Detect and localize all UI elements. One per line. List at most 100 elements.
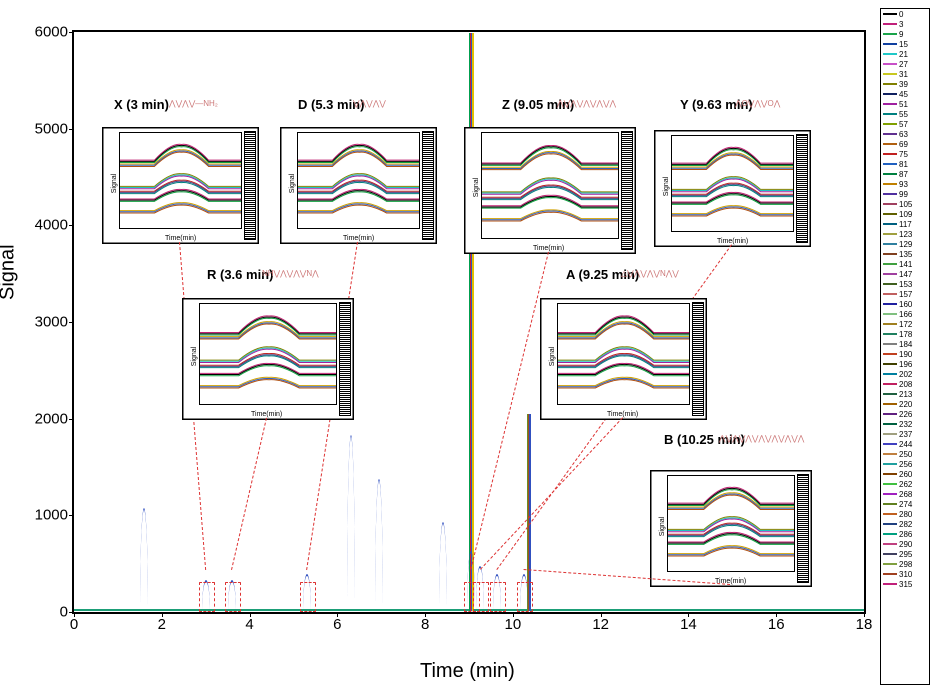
legend-value: 81 [899, 160, 908, 169]
legend-swatch [883, 83, 897, 85]
legend-swatch [883, 363, 897, 365]
baseline-bump [140, 508, 148, 612]
legend-swatch [883, 453, 897, 455]
main-chart: 0100020003000400050006000024681012141618… [72, 30, 866, 614]
baseline-bump [347, 435, 355, 611]
legend-swatch [883, 213, 897, 215]
legend-value: 153 [899, 280, 912, 289]
legend-swatch [883, 133, 897, 135]
legend-value: 310 [899, 570, 912, 579]
legend-swatch [883, 553, 897, 555]
legend-row: 250 [881, 449, 929, 459]
legend-swatch [883, 313, 897, 315]
legend-value: 63 [899, 130, 908, 139]
legend-row: 75 [881, 149, 929, 159]
legend-value: 208 [899, 380, 912, 389]
legend-value: 286 [899, 530, 912, 539]
legend-row: 153 [881, 279, 929, 289]
legend-value: 93 [899, 180, 908, 189]
peak-region-box [199, 582, 215, 612]
legend-row: 315 [881, 579, 929, 589]
molecule-A: △⋁⋀⋁⋀⋁N⋀⋁ [621, 269, 679, 278]
legend-value: 166 [899, 310, 912, 319]
inset-chart-A: SignalTime(min) [540, 298, 707, 420]
legend-row: 99 [881, 189, 929, 199]
legend-row: 0 [881, 9, 929, 19]
legend-row: 166 [881, 309, 929, 319]
legend-value: 295 [899, 550, 912, 559]
legend-swatch [883, 183, 897, 185]
leader-line [231, 418, 267, 570]
legend-swatch [883, 43, 897, 45]
chromatogram-peak [472, 33, 474, 611]
legend-value: 141 [899, 260, 912, 269]
legend-swatch [883, 113, 897, 115]
legend-swatch [883, 503, 897, 505]
legend-value: 31 [899, 70, 908, 79]
legend-row: 69 [881, 139, 929, 149]
legend-swatch [883, 33, 897, 35]
legend-value: 202 [899, 370, 912, 379]
legend-value: 0 [899, 10, 903, 19]
legend-value: 55 [899, 110, 908, 119]
legend-swatch [883, 203, 897, 205]
legend-swatch [883, 103, 897, 105]
legend-value: 69 [899, 140, 908, 149]
leader-line [470, 252, 549, 570]
legend-value: 298 [899, 560, 912, 569]
legend-value: 196 [899, 360, 912, 369]
legend-value: 27 [899, 60, 908, 69]
legend-row: 262 [881, 479, 929, 489]
legend-row: 105 [881, 199, 929, 209]
legend-row: 21 [881, 49, 929, 59]
baseline-bump [439, 522, 447, 611]
legend-value: 260 [899, 470, 912, 479]
legend-value: 274 [899, 500, 912, 509]
baseline-bump [375, 479, 383, 612]
legend-row: 286 [881, 529, 929, 539]
inset-legend-bar [797, 474, 809, 583]
legend-swatch [883, 413, 897, 415]
legend-swatch [883, 523, 897, 525]
legend-value: 226 [899, 410, 912, 419]
legend-swatch [883, 433, 897, 435]
legend-swatch [883, 483, 897, 485]
inset-chart-X: SignalTime(min) [102, 127, 259, 244]
legend-row: 190 [881, 349, 929, 359]
legend-swatch [883, 283, 897, 285]
legend-swatch [883, 13, 897, 15]
legend-row: 109 [881, 209, 929, 219]
legend-value: 45 [899, 90, 908, 99]
legend-swatch [883, 143, 897, 145]
legend-swatch [883, 463, 897, 465]
molecule-R: NH⋁⋀⋁⋀⋁N⋀ [262, 269, 319, 278]
legend-row: 282 [881, 519, 929, 529]
legend-value: 190 [899, 350, 912, 359]
y-axis-label: Signal [0, 244, 20, 300]
legend-row: 232 [881, 419, 929, 429]
legend-row: 172 [881, 319, 929, 329]
legend-row: 202 [881, 369, 929, 379]
peak-region-box [225, 582, 241, 612]
legend-row: 274 [881, 499, 929, 509]
legend-swatch [883, 323, 897, 325]
legend-swatch [883, 253, 897, 255]
legend-swatch [883, 263, 897, 265]
molecule-D: ⋁⋀⋁⋀⋁ [353, 99, 386, 108]
legend-value: 75 [899, 150, 908, 159]
legend-swatch [883, 353, 897, 355]
legend-value: 172 [899, 320, 912, 329]
legend-swatch [883, 153, 897, 155]
legend-row: 57 [881, 119, 929, 129]
legend-value: 147 [899, 270, 912, 279]
legend-row: 295 [881, 549, 929, 559]
legend-row: 81 [881, 159, 929, 169]
legend-row: 9 [881, 29, 929, 39]
legend-swatch [883, 73, 897, 75]
legend-value: 129 [899, 240, 912, 249]
legend-row: 157 [881, 289, 929, 299]
legend-row: 93 [881, 179, 929, 189]
inset-legend-bar [422, 131, 434, 240]
legend-row: 45 [881, 89, 929, 99]
legend-swatch [883, 93, 897, 95]
